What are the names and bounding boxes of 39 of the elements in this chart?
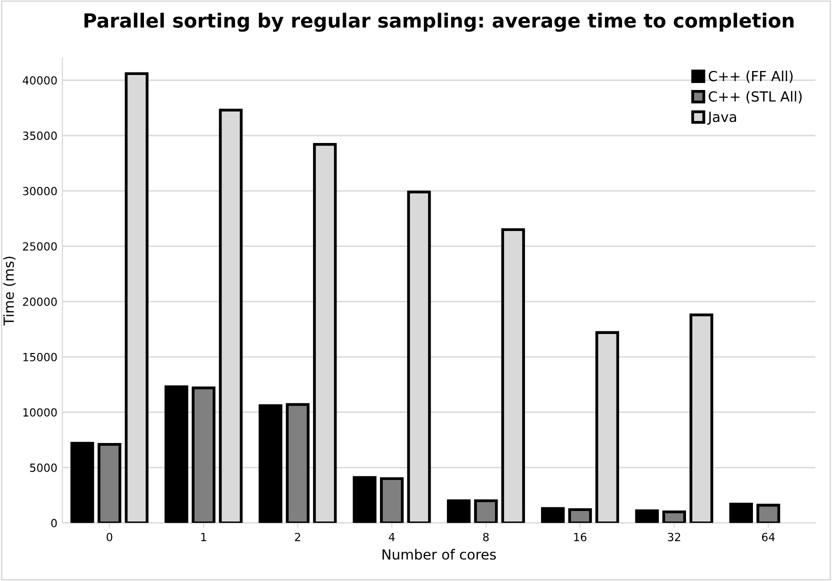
y-tick-label: 40000 (22, 76, 57, 85)
bar (729, 502, 753, 523)
y-tick-label: 30000 (23, 186, 57, 196)
bar (98, 442, 122, 523)
x-tick-label: 64 (762, 532, 775, 542)
x-tick-label: 4 (388, 532, 395, 542)
legend-label: C++ (STL All) (708, 90, 802, 104)
bar (541, 507, 565, 523)
y-tick-label: 20000 (23, 298, 57, 306)
bar (286, 403, 310, 523)
y-tick-label: 10000 (23, 408, 57, 417)
bar (258, 404, 282, 523)
y-tick-label: 15000 (23, 352, 57, 362)
bar (192, 386, 216, 523)
bar (662, 510, 686, 523)
bar (380, 477, 404, 523)
chart-title: Parallel sorting by regular sampling: average time to completion (84, 12, 794, 32)
y-tick-label: 0 (51, 518, 57, 528)
x-tick-label: 2 (294, 532, 300, 542)
x-tick-label: 0 (106, 532, 112, 542)
y-tick-label: 25000 (23, 242, 57, 251)
legend-label: C++ (FF All) (708, 70, 793, 83)
x-tick-label: 1 (201, 532, 206, 542)
bar (635, 509, 659, 523)
legend-label: Java (707, 112, 736, 125)
x-tick-label: 16 (574, 532, 586, 542)
bar (70, 442, 94, 523)
bar (446, 499, 471, 523)
bar (756, 504, 780, 523)
x-tick-label: 8 (483, 532, 489, 542)
bar (568, 508, 592, 523)
x-tick-label: 32 (668, 532, 680, 542)
bar (474, 499, 498, 523)
bar (352, 476, 376, 523)
y-tick-label: 35000 (23, 132, 57, 140)
y-axis-title: Time (ms) (3, 256, 16, 326)
y-tick-label: 5000 (30, 464, 57, 472)
x-axis-title: Number of cores (382, 548, 496, 560)
bar (164, 385, 188, 523)
